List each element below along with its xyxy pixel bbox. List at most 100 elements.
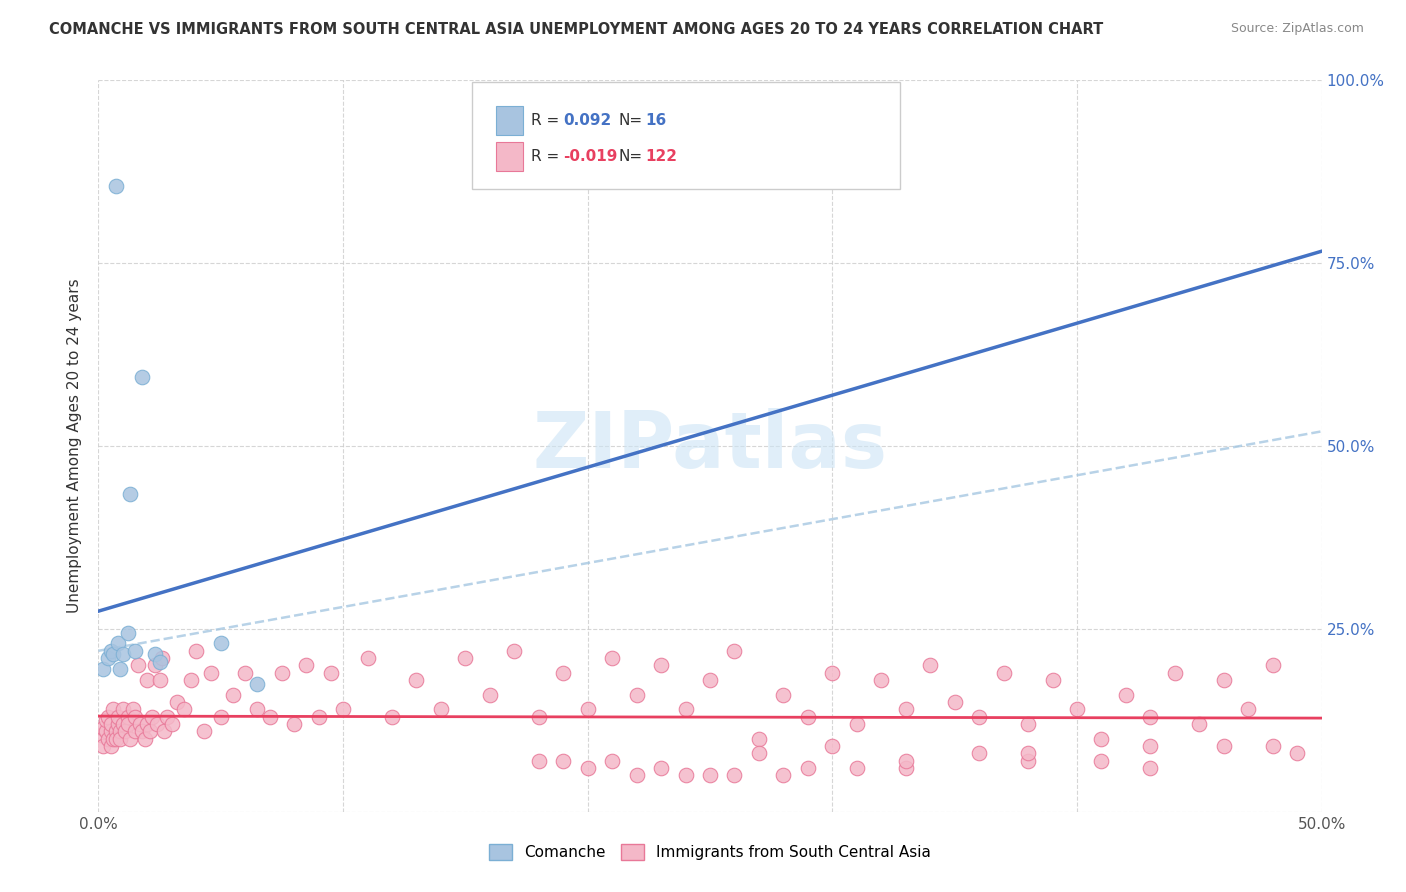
Point — [193, 724, 215, 739]
Point — [650, 761, 672, 775]
Point — [1286, 746, 1309, 760]
Point — [894, 702, 917, 716]
Point — [107, 709, 129, 723]
Point — [136, 673, 159, 687]
Point — [209, 636, 232, 650]
Point — [723, 644, 745, 658]
Point — [626, 688, 648, 702]
Point — [233, 665, 256, 680]
Point — [100, 644, 122, 658]
Point — [246, 702, 269, 716]
Point — [160, 717, 183, 731]
Text: 0.092: 0.092 — [564, 113, 612, 128]
Point — [675, 702, 697, 716]
Point — [1164, 665, 1187, 680]
Point — [1090, 731, 1112, 746]
Point — [180, 673, 202, 687]
Point — [91, 739, 114, 753]
Text: N=: N= — [619, 149, 643, 164]
Point — [845, 717, 868, 731]
Point — [209, 709, 232, 723]
Y-axis label: Unemployment Among Ages 20 to 24 years: Unemployment Among Ages 20 to 24 years — [67, 278, 83, 614]
Point — [100, 724, 122, 739]
Point — [576, 702, 599, 716]
Point — [870, 673, 893, 687]
Point — [600, 651, 623, 665]
Point — [405, 673, 427, 687]
Point — [124, 709, 146, 723]
Point — [723, 768, 745, 782]
Point — [1017, 754, 1039, 768]
Point — [134, 731, 156, 746]
Point — [675, 768, 697, 782]
Point — [772, 688, 794, 702]
Point — [270, 665, 294, 680]
Point — [821, 739, 844, 753]
Point — [797, 709, 820, 723]
Point — [101, 731, 124, 746]
Text: 16: 16 — [645, 113, 666, 128]
Point — [1017, 717, 1039, 731]
Point — [104, 731, 127, 746]
Point — [110, 662, 132, 676]
Point — [91, 662, 114, 676]
Point — [139, 724, 162, 739]
Point — [97, 709, 120, 723]
Point — [173, 702, 195, 716]
Point — [503, 644, 526, 658]
Point — [1139, 739, 1161, 753]
Text: -0.019: -0.019 — [564, 149, 617, 164]
Point — [748, 746, 770, 760]
Point — [283, 717, 305, 731]
Point — [101, 702, 124, 716]
FancyBboxPatch shape — [471, 82, 900, 188]
Text: COMANCHE VS IMMIGRANTS FROM SOUTH CENTRAL ASIA UNEMPLOYMENT AMONG AGES 20 TO 24 : COMANCHE VS IMMIGRANTS FROM SOUTH CENTRA… — [49, 22, 1104, 37]
Point — [110, 731, 132, 746]
Point — [104, 724, 127, 739]
Point — [120, 731, 142, 746]
Point — [1212, 739, 1234, 753]
Point — [894, 754, 917, 768]
Point — [117, 717, 139, 731]
Bar — [496, 142, 523, 171]
Point — [1261, 658, 1284, 673]
Point — [131, 369, 153, 384]
Point — [107, 717, 129, 731]
Point — [90, 728, 112, 742]
Point — [1090, 754, 1112, 768]
Point — [104, 179, 127, 194]
Point — [308, 709, 330, 723]
Point — [1237, 702, 1260, 716]
Point — [141, 709, 163, 723]
Point — [1066, 702, 1088, 716]
Point — [430, 702, 453, 716]
Point — [100, 717, 122, 731]
Point — [97, 651, 120, 665]
Point — [356, 651, 378, 665]
Point — [1212, 673, 1234, 687]
Point — [576, 761, 599, 775]
Point — [478, 688, 501, 702]
Point — [117, 625, 139, 640]
Point — [1139, 761, 1161, 775]
Legend: Comanche, Immigrants from South Central Asia: Comanche, Immigrants from South Central … — [482, 838, 938, 866]
Point — [797, 761, 820, 775]
Point — [101, 648, 124, 662]
Text: ZIPatlas: ZIPatlas — [533, 408, 887, 484]
Point — [186, 644, 208, 658]
Point — [332, 702, 354, 716]
Text: R =: R = — [531, 149, 560, 164]
Point — [894, 761, 917, 775]
Point — [129, 717, 152, 731]
Point — [527, 754, 550, 768]
Point — [107, 636, 129, 650]
Point — [91, 721, 114, 735]
Text: N=: N= — [619, 113, 643, 128]
Point — [259, 709, 281, 723]
Point — [222, 688, 245, 702]
Point — [124, 724, 146, 739]
Point — [626, 768, 648, 782]
Point — [150, 651, 173, 665]
Point — [920, 658, 942, 673]
Point — [943, 695, 966, 709]
